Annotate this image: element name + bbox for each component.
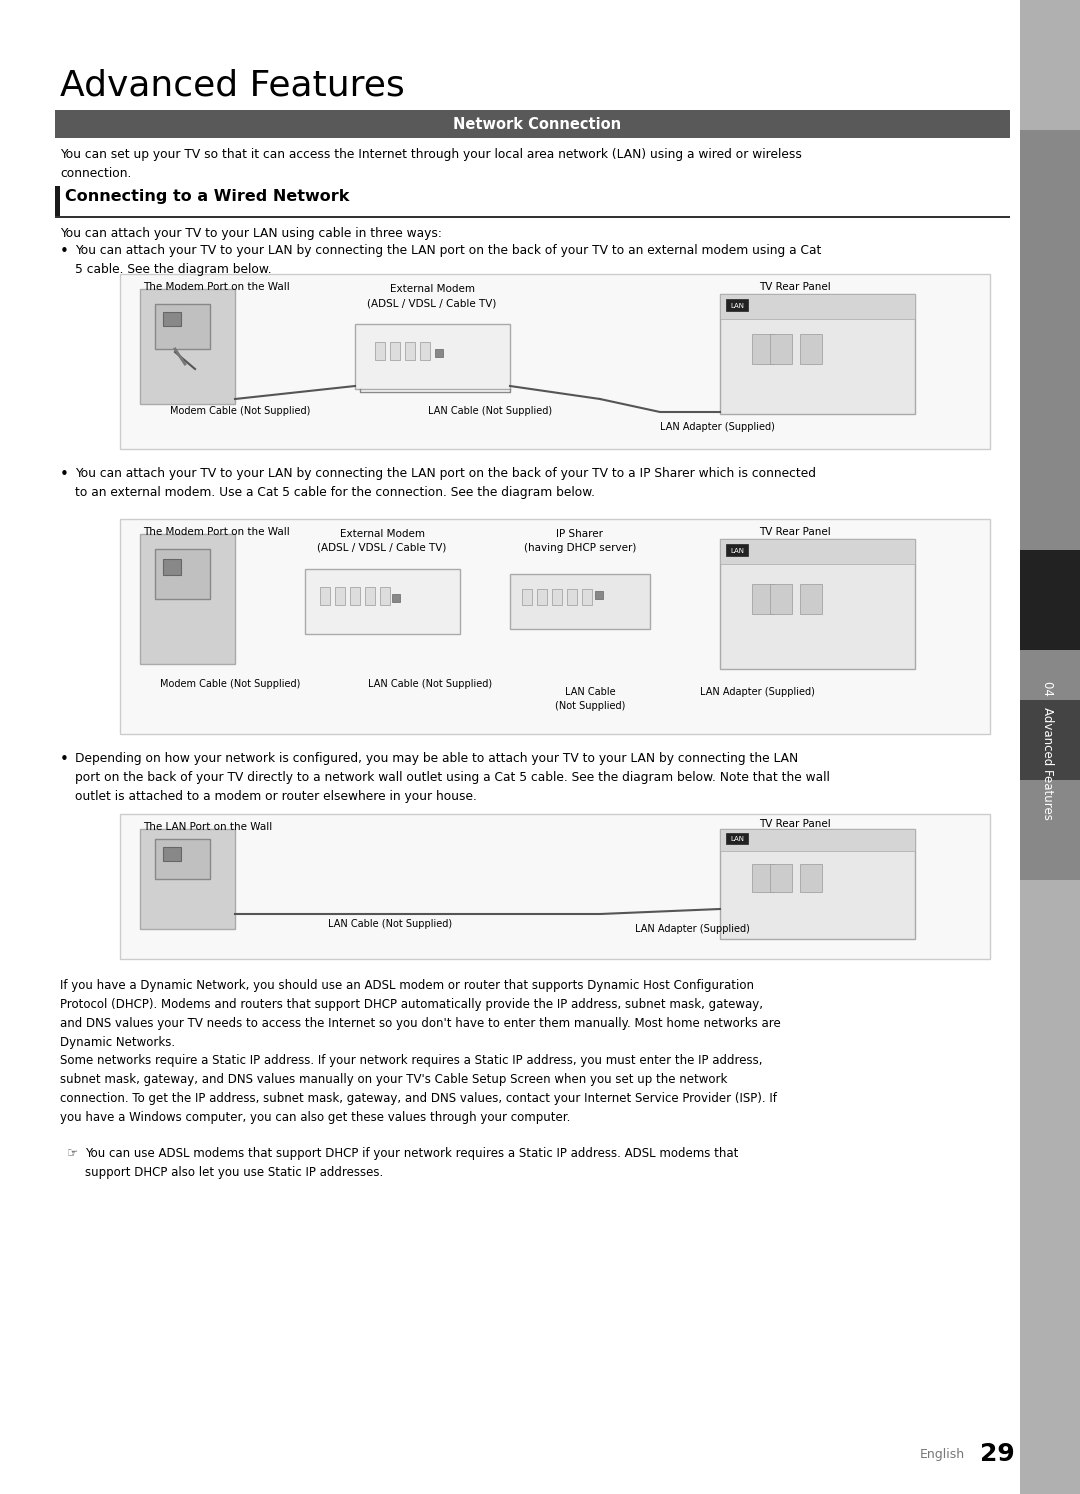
Text: Depending on how your network is configured, you may be able to attach your TV t: Depending on how your network is configu… — [75, 751, 829, 802]
Bar — [120, 814, 990, 959]
Text: English: English — [920, 1448, 966, 1461]
Bar — [800, 864, 822, 892]
Bar — [800, 335, 822, 365]
Text: External Modem
(ADSL / VDSL / Cable TV): External Modem (ADSL / VDSL / Cable TV) — [367, 284, 497, 308]
Text: The LAN Port on the Wall: The LAN Port on the Wall — [143, 822, 272, 832]
Bar — [552, 589, 562, 605]
Bar — [770, 864, 792, 892]
Text: TV Rear Panel: TV Rear Panel — [759, 527, 831, 536]
Bar — [375, 342, 384, 360]
Bar — [726, 299, 748, 311]
Bar — [120, 518, 990, 734]
Text: •: • — [60, 244, 69, 258]
Text: LAN: LAN — [730, 837, 744, 843]
Text: 04   Advanced Features: 04 Advanced Features — [1041, 681, 1054, 819]
Text: •: • — [60, 751, 69, 766]
Text: LAN Cable (Not Supplied): LAN Cable (Not Supplied) — [368, 678, 492, 689]
Bar — [355, 324, 510, 388]
Bar — [163, 559, 181, 575]
Bar — [720, 829, 915, 940]
Bar — [435, 350, 443, 357]
Text: The Modem Port on the Wall: The Modem Port on the Wall — [143, 527, 289, 536]
Bar — [522, 589, 532, 605]
Text: Some networks require a Static IP address. If your network requires a Static IP : Some networks require a Static IP addres… — [60, 1053, 777, 1123]
Text: You can attach your TV to your LAN using cable in three ways:: You can attach your TV to your LAN using… — [60, 227, 442, 241]
Bar — [420, 342, 430, 360]
Bar — [320, 587, 330, 605]
Text: You can attach your TV to your LAN by connecting the LAN port on the back of you: You can attach your TV to your LAN by co… — [75, 244, 822, 276]
Bar — [140, 533, 235, 663]
Bar — [55, 111, 1010, 137]
Bar — [770, 335, 792, 365]
Bar — [726, 834, 748, 844]
Bar — [720, 294, 915, 320]
Bar — [1020, 701, 1080, 780]
Bar — [120, 273, 990, 450]
Bar — [510, 574, 650, 629]
Bar — [140, 288, 235, 403]
Text: LAN Adapter (Supplied): LAN Adapter (Supplied) — [635, 923, 750, 934]
Bar — [720, 294, 915, 414]
Bar — [350, 587, 360, 605]
Text: •: • — [60, 468, 69, 483]
Bar — [720, 539, 915, 669]
Text: Modem Cable (Not Supplied): Modem Cable (Not Supplied) — [160, 678, 300, 689]
Bar — [156, 840, 210, 878]
Bar — [55, 217, 1010, 218]
Bar — [567, 589, 577, 605]
Text: Advanced Features: Advanced Features — [60, 69, 405, 102]
Bar — [752, 864, 774, 892]
Bar — [720, 539, 915, 565]
Text: LAN Adapter (Supplied): LAN Adapter (Supplied) — [700, 687, 815, 698]
Text: LAN Cable
(Not Supplied): LAN Cable (Not Supplied) — [555, 687, 625, 711]
Bar — [55, 185, 60, 217]
Bar — [365, 587, 375, 605]
Bar — [720, 829, 915, 852]
Text: Modem Cable (Not Supplied): Modem Cable (Not Supplied) — [170, 406, 310, 415]
Bar — [1020, 550, 1080, 650]
Bar — [752, 335, 774, 365]
Bar — [770, 584, 792, 614]
Bar — [1020, 130, 1080, 880]
Text: If you have a Dynamic Network, you should use an ADSL modem or router that suppo: If you have a Dynamic Network, you shoul… — [60, 979, 781, 1049]
Text: LAN: LAN — [730, 548, 744, 554]
Bar — [156, 303, 210, 350]
Bar — [335, 587, 345, 605]
Text: LAN Cable (Not Supplied): LAN Cable (Not Supplied) — [328, 919, 453, 929]
Text: Network Connection: Network Connection — [453, 117, 621, 131]
Text: ☞: ☞ — [67, 1147, 78, 1159]
Bar — [163, 312, 181, 326]
Bar — [390, 342, 400, 360]
Bar — [726, 544, 748, 556]
Bar — [800, 584, 822, 614]
Bar — [140, 829, 235, 929]
Bar — [595, 592, 603, 599]
Bar — [1020, 0, 1080, 1494]
Text: Connecting to a Wired Network: Connecting to a Wired Network — [65, 190, 349, 205]
Bar — [392, 595, 400, 602]
Text: The Modem Port on the Wall: The Modem Port on the Wall — [143, 282, 289, 291]
Bar — [305, 569, 460, 633]
Text: You can use ADSL modems that support DHCP if your network requires a Static IP a: You can use ADSL modems that support DHC… — [85, 1147, 739, 1179]
Text: You can set up your TV so that it can access the Internet through your local are: You can set up your TV so that it can ac… — [60, 148, 801, 179]
Bar — [582, 589, 592, 605]
Text: LAN Cable (Not Supplied): LAN Cable (Not Supplied) — [428, 406, 552, 415]
Text: 29: 29 — [980, 1442, 1015, 1466]
Bar — [537, 589, 546, 605]
Text: IP Sharer
(having DHCP server): IP Sharer (having DHCP server) — [524, 529, 636, 553]
Text: You can attach your TV to your LAN by connecting the LAN port on the back of you: You can attach your TV to your LAN by co… — [75, 468, 816, 499]
Bar — [380, 587, 390, 605]
Bar — [163, 847, 181, 861]
Bar — [405, 342, 415, 360]
Bar — [156, 548, 210, 599]
Bar — [752, 584, 774, 614]
Text: External Modem
(ADSL / VDSL / Cable TV): External Modem (ADSL / VDSL / Cable TV) — [318, 529, 447, 553]
Text: LAN: LAN — [730, 303, 744, 309]
Text: TV Rear Panel: TV Rear Panel — [759, 282, 831, 291]
Text: LAN Adapter (Supplied): LAN Adapter (Supplied) — [660, 421, 774, 432]
Text: TV Rear Panel: TV Rear Panel — [759, 819, 831, 829]
